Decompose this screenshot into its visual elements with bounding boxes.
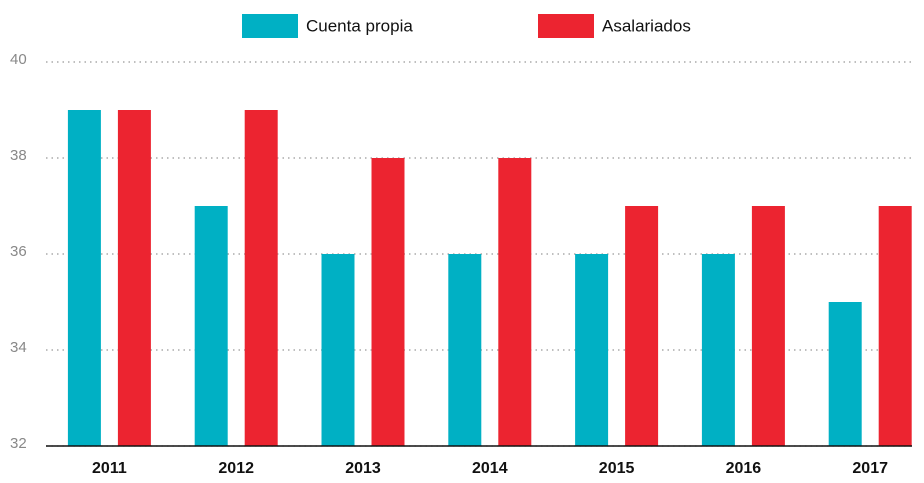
x-tick-label: 2015 [599,460,635,477]
x-tick-label: 2017 [852,460,888,477]
bar [625,206,659,446]
bar [117,110,151,446]
bar [67,110,101,446]
bar [321,254,355,446]
bar [448,254,482,446]
x-tick-label: 2016 [726,460,762,477]
bar [244,110,278,446]
x-tick-label: 2011 [92,460,127,477]
bar [371,158,405,446]
bar [701,254,735,446]
legend-label: Asalariados [602,16,691,35]
y-tick-label: 32 [10,435,27,452]
bar [828,302,862,446]
y-tick-label: 36 [10,243,27,260]
legend-swatch [538,14,594,38]
y-tick-label: 38 [10,147,27,164]
legend-label: Cuenta propia [306,16,413,35]
bar [194,206,228,446]
bar [878,206,912,446]
bar [575,254,609,446]
bar [498,158,532,446]
x-tick-label: 2012 [218,460,254,477]
y-tick-label: 34 [10,339,27,356]
x-tick-label: 2013 [345,460,381,477]
legend-swatch [242,14,298,38]
y-tick-label: 40 [10,51,27,68]
x-tick-label: 2014 [472,460,508,477]
bar [751,206,785,446]
